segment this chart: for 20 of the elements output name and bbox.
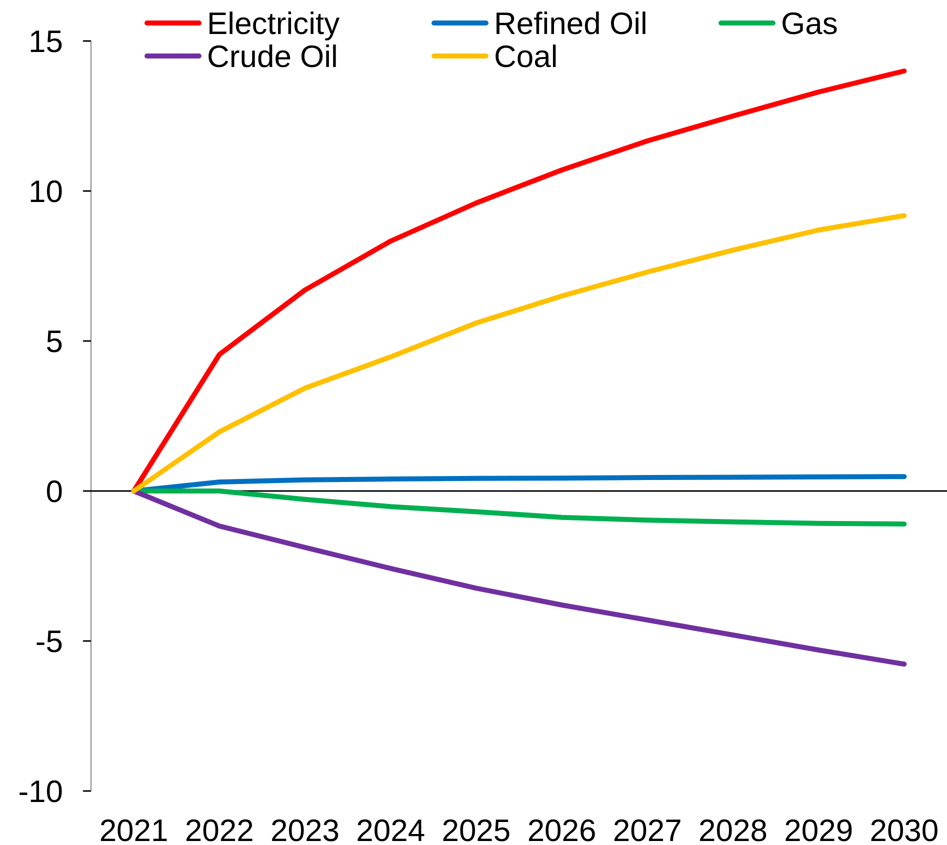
x-tick-label: 2028 [698,813,768,845]
y-tick-label: 15 [28,24,63,59]
y-tick-label: -10 [18,774,63,809]
x-tick-label: 2021 [99,813,168,845]
legend-label: Refined Oil [494,6,648,41]
x-tick-label: 2025 [442,813,511,845]
x-tick-label: 2030 [870,813,939,845]
x-tick-label: 2024 [356,813,426,845]
y-tick-label: 10 [28,174,63,209]
x-tick-label: 2023 [270,813,340,845]
x-tick-label: 2022 [184,813,254,845]
y-tick-label: -5 [35,624,63,659]
y-tick-label: 5 [46,324,63,359]
y-tick-label: 0 [46,474,63,509]
legend-label: Electricity [207,6,340,41]
x-tick-label: 2026 [527,813,596,845]
legend-label: Gas [781,6,838,41]
x-tick-label: 2027 [612,813,682,845]
x-tick-label: 2029 [784,813,854,845]
legend-label: Coal [494,38,558,74]
